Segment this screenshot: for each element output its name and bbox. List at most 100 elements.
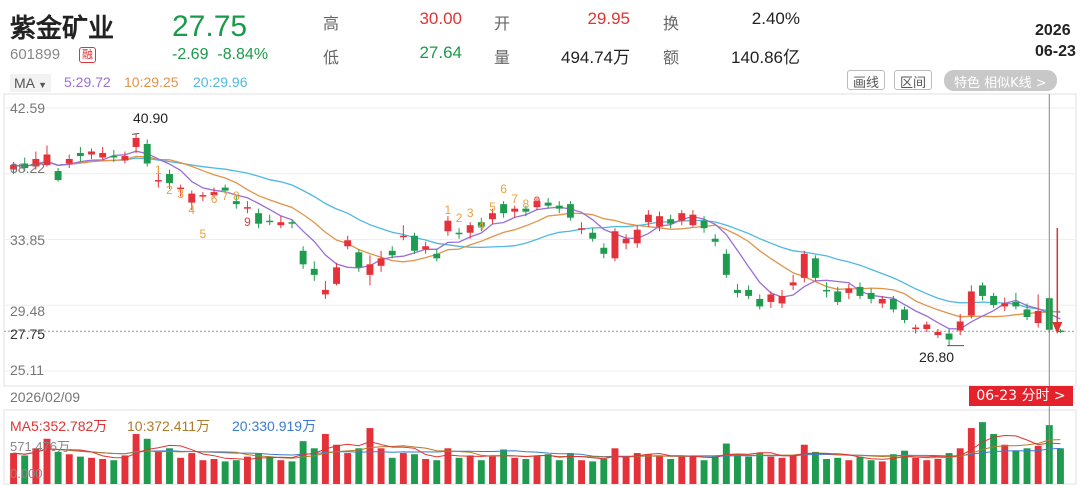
candle-body xyxy=(967,291,975,316)
volume-bar xyxy=(1012,450,1020,484)
candle-body xyxy=(711,238,719,242)
volume-bar xyxy=(489,456,496,484)
intraday-link[interactable]: 06-23 分时 > xyxy=(969,386,1073,406)
candle-body xyxy=(544,202,552,206)
candle-body xyxy=(143,143,151,164)
volume-bar xyxy=(76,456,84,484)
td-sequence-label: 8 xyxy=(233,189,240,203)
volume-bar xyxy=(700,460,708,484)
volume-bar xyxy=(1001,444,1009,484)
volume-bar xyxy=(143,438,151,484)
volume-ma5-line xyxy=(13,434,1061,461)
candle-body xyxy=(901,309,908,320)
vol-ma20-legend: 20:330.919万 xyxy=(232,418,317,434)
candle-body xyxy=(533,201,541,208)
volume-bar xyxy=(54,451,62,484)
volume-bar xyxy=(934,459,942,484)
candle-body xyxy=(21,163,29,169)
volume-value: 494.74万 xyxy=(561,48,630,67)
vol-ma5-legend: MA5:352.782万 xyxy=(10,418,108,434)
date-year: 2026 xyxy=(1035,22,1071,39)
candle-body xyxy=(1001,303,1009,307)
volume-bar xyxy=(299,441,307,484)
ma20-legend: 20:29.96 xyxy=(193,74,248,90)
volume-bar xyxy=(154,450,162,484)
vol-min-label: 0.000 xyxy=(10,466,43,481)
candle-body xyxy=(444,220,452,232)
volume-bar xyxy=(243,456,251,484)
volume-bar xyxy=(399,453,407,484)
candle-body xyxy=(633,229,641,244)
candle-body xyxy=(856,286,864,296)
y-tick-1: 42.59 xyxy=(10,100,46,116)
similar-kline-button[interactable]: 特色 相似K线 > xyxy=(944,70,1057,91)
candle-body xyxy=(210,192,218,196)
candle-body xyxy=(221,187,229,191)
volume-bar xyxy=(511,457,519,484)
volume-bar xyxy=(355,448,363,484)
candle-body xyxy=(422,246,430,250)
candle-body xyxy=(912,327,920,330)
candle-body xyxy=(266,220,274,223)
candle-body xyxy=(1012,301,1020,307)
volume-bar xyxy=(232,460,240,484)
volume-bar xyxy=(288,461,296,484)
candle-body xyxy=(511,208,519,212)
candle-body xyxy=(600,247,608,254)
volume-bar xyxy=(1034,445,1042,484)
volume-bar xyxy=(689,455,697,484)
volume-bar xyxy=(221,461,229,484)
candle-body xyxy=(611,231,619,259)
price-change: -2.69 -8.84% xyxy=(172,46,269,63)
candle-body xyxy=(522,208,530,212)
volume-bar xyxy=(522,459,530,484)
candle-body xyxy=(110,155,118,158)
candle-body xyxy=(466,225,474,233)
volume-bar xyxy=(43,438,51,484)
td-sequence-label: 9 xyxy=(534,194,541,208)
candle-body xyxy=(121,155,129,161)
volume-bar xyxy=(388,457,396,484)
ma-selector[interactable]: MA ▼ xyxy=(10,74,52,92)
chevron-down-icon: ▼ xyxy=(38,80,48,90)
range-button[interactable]: 区间 xyxy=(894,70,933,91)
candle-body xyxy=(366,264,374,275)
candle-body xyxy=(834,291,842,302)
candle-body xyxy=(288,222,296,224)
candle-body xyxy=(310,268,318,275)
td-sequence-label: 6 xyxy=(500,182,507,196)
vol-max-label: 571.476万 xyxy=(10,439,70,454)
td-sequence-label: 7 xyxy=(222,189,229,203)
volume-bar xyxy=(110,460,118,484)
draw-line-button[interactable]: 画线 xyxy=(847,70,886,91)
volume-bar xyxy=(633,453,641,484)
volume-bar xyxy=(589,461,597,484)
y-tick-3: 33.85 xyxy=(10,232,46,248)
td-sequence-label: 8 xyxy=(523,197,530,211)
volume-bar xyxy=(745,456,753,484)
candle-body xyxy=(1034,310,1042,324)
candle-body xyxy=(1056,330,1064,333)
candle-body xyxy=(889,298,897,310)
candle-body xyxy=(945,333,953,340)
stock-code: 601899 xyxy=(10,46,61,63)
volume-bar xyxy=(477,460,485,484)
volume-bar xyxy=(656,455,663,484)
candle-body xyxy=(689,214,697,226)
volume-bar xyxy=(455,457,463,484)
volume-bar xyxy=(65,454,73,484)
candle-body xyxy=(355,252,363,268)
low-label: 低 xyxy=(323,48,340,67)
low-value: 27.64 xyxy=(419,43,462,62)
candle-body xyxy=(700,220,708,229)
candle-body xyxy=(656,216,663,227)
candle-body xyxy=(255,213,263,224)
volume-bar xyxy=(177,457,185,484)
volume-bar xyxy=(856,456,864,484)
volume-bar xyxy=(622,456,630,484)
candle-body xyxy=(132,137,140,147)
td-sequence-label: 3 xyxy=(467,206,474,220)
td-sequence-label: 4 xyxy=(188,203,195,217)
volume-bar xyxy=(566,453,574,484)
